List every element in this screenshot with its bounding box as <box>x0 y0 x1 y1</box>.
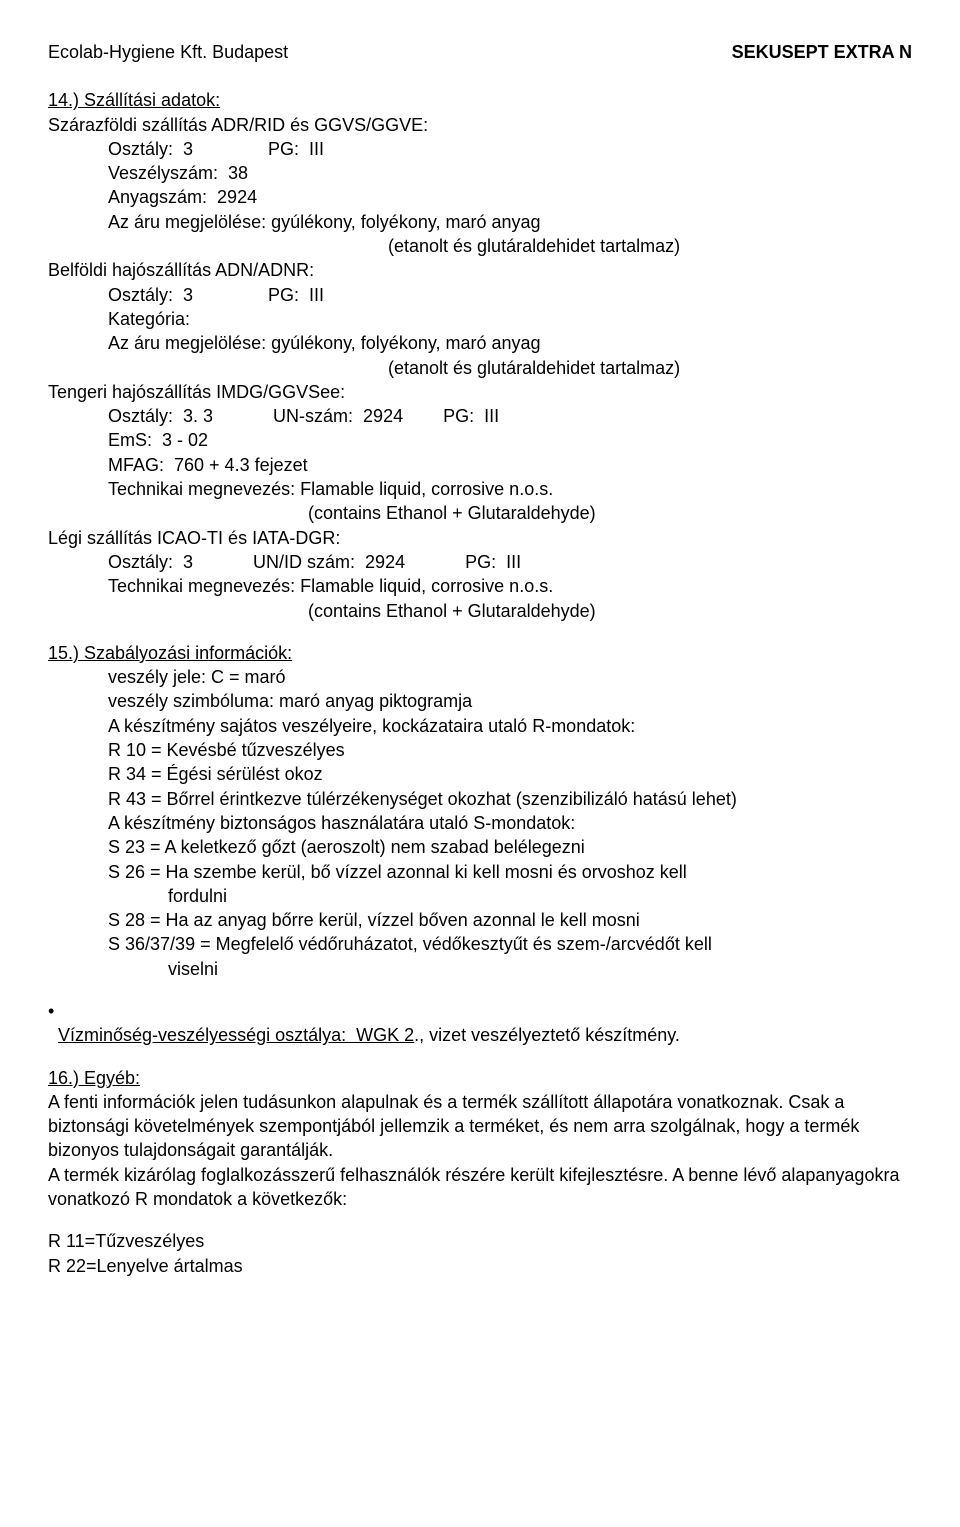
company-name: Ecolab-Hygiene Kft. Budapest <box>48 40 288 64</box>
wgk-line: Vízminőség-veszélyességi osztálya: WGK 2… <box>48 999 912 1048</box>
s16-paragraph: A termék kizárólag foglalkozásszerű felh… <box>48 1163 912 1212</box>
s15-line: S 28 = Ha az anyag bőrre kerül, vízzel b… <box>108 908 912 932</box>
s14-line: (etanolt és glutáraldehidet tartalmaz) <box>388 356 912 380</box>
s14-line: Osztály: 3 PG: III <box>108 137 912 161</box>
s15-line: fordulni <box>168 884 912 908</box>
s15-line: veszély jele: C = maró <box>108 665 912 689</box>
s14-line: (contains Ethanol + Glutaraldehyde) <box>308 599 912 623</box>
r-line: R 22=Lenyelve ártalmas <box>48 1254 912 1278</box>
s14-line: MFAG: 760 + 4.3 fejezet <box>108 453 912 477</box>
s15-line: A készítmény sajátos veszélyeire, kockáz… <box>108 714 912 738</box>
product-name: SEKUSEPT EXTRA N <box>732 40 912 64</box>
s15-line: veszély szimbóluma: maró anyag piktogram… <box>108 689 912 713</box>
s16-paragraph: A fenti információk jelen tudásunkon ala… <box>48 1090 912 1163</box>
s14-line: Osztály: 3 UN/ID szám: 2924 PG: III <box>108 550 912 574</box>
s14-line: Veszélyszám: 38 <box>108 161 912 185</box>
s15-line: S 36/37/39 = Megfelelő védőruházatot, vé… <box>108 932 912 956</box>
r-line: R 11=Tűzveszélyes <box>48 1229 912 1253</box>
section-14-title: 14.) Szállítási adatok: <box>48 90 220 110</box>
s14-line: (contains Ethanol + Glutaraldehyde) <box>308 501 912 525</box>
wgk-rest: ., vizet veszélyeztető készítmény. <box>414 1025 680 1045</box>
s14-line: Tengeri hajószállítás IMDG/GGVSee: <box>48 380 912 404</box>
s15-line: S 23 = A keletkező gőzt (aeroszolt) nem … <box>108 835 912 859</box>
s14-line: Anyagszám: 2924 <box>108 185 912 209</box>
s14-line: Az áru megjelölése: gyúlékony, folyékony… <box>108 210 912 234</box>
s14-line: Szárazföldi szállítás ADR/RID és GGVS/GG… <box>48 113 912 137</box>
section-15-title: 15.) Szabályozási információk: <box>48 643 292 663</box>
page-header: Ecolab-Hygiene Kft. Budapest SEKUSEPT EX… <box>48 40 912 64</box>
s14-line: Belföldi hajószállítás ADN/ADNR: <box>48 258 912 282</box>
s14-line: Légi szállítás ICAO-TI és IATA-DGR: <box>48 526 912 550</box>
section-16-title: 16.) Egyéb: <box>48 1068 140 1088</box>
s14-line: (etanolt és glutáraldehidet tartalmaz) <box>388 234 912 258</box>
section-14: 14.) Szállítási adatok: Szárazföldi szál… <box>48 88 912 623</box>
s15-line: R 34 = Égési sérülést okoz <box>108 762 912 786</box>
s14-line: Osztály: 3 PG: III <box>108 283 912 307</box>
s14-line: Technikai megnevezés: Flamable liquid, c… <box>108 477 912 501</box>
wgk-label: Vízminőség-veszélyességi osztálya: WGK 2 <box>58 1025 414 1045</box>
s15-line: R 43 = Bőrrel érintkezve túlérzékenysége… <box>108 787 912 811</box>
s15-line: S 26 = Ha szembe kerül, bő vízzel azonna… <box>108 860 912 884</box>
section-16: 16.) Egyéb: A fenti információk jelen tu… <box>48 1066 912 1212</box>
section-15: 15.) Szabályozási információk: veszély j… <box>48 641 912 981</box>
s14-line: Kategória: <box>108 307 912 331</box>
s14-line: EmS: 3 - 02 <box>108 428 912 452</box>
s14-line: Az áru megjelölése: gyúlékony, folyékony… <box>108 331 912 355</box>
s15-line: R 10 = Kevésbé tűzveszélyes <box>108 738 912 762</box>
s14-line: Technikai megnevezés: Flamable liquid, c… <box>108 574 912 598</box>
s15-line: viselni <box>168 957 912 981</box>
s15-line: A készítmény biztonságos használatára ut… <box>108 811 912 835</box>
s14-line: Osztály: 3. 3 UN-szám: 2924 PG: III <box>108 404 912 428</box>
